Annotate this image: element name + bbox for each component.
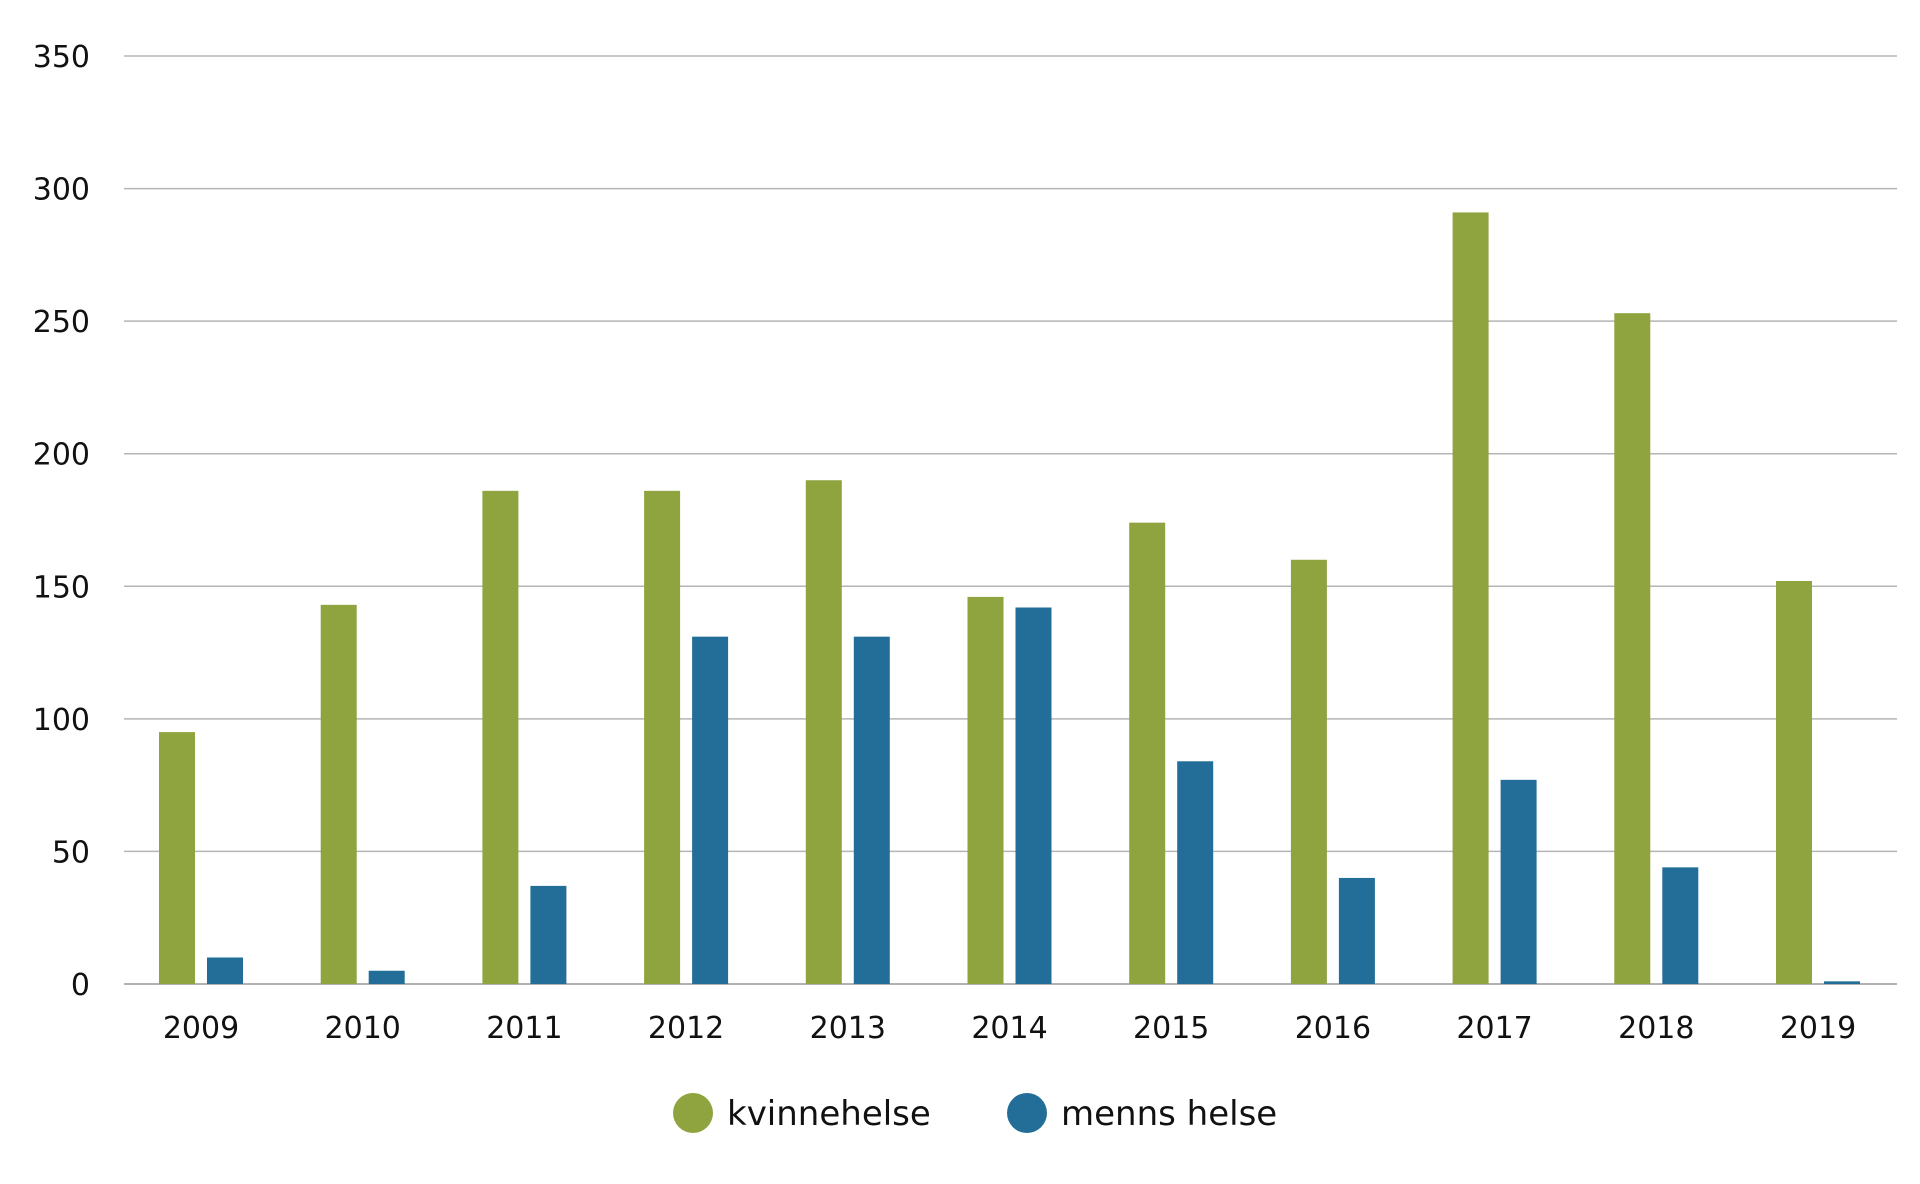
x-tick-label: 2017: [1456, 1011, 1532, 1046]
y-tick-label: 0: [71, 968, 90, 1003]
x-tick-label: 2019: [1780, 1011, 1856, 1046]
bar-kvinnehelse-2016: [1290, 559, 1327, 984]
bar-kvinnehelse-2014: [967, 596, 1004, 984]
bar-kvinnehelse-2018: [1614, 313, 1651, 984]
bar-kvinnehelse-2019: [1776, 580, 1812, 984]
bar-menns-helse-2019: [1824, 981, 1860, 984]
x-tick-label: 2010: [325, 1011, 401, 1046]
bar-menns-helse-2016: [1338, 877, 1375, 984]
x-tick-label: 2011: [486, 1011, 562, 1046]
y-tick-label: 250: [33, 305, 90, 340]
bar-menns-helse-2017: [1500, 779, 1537, 984]
legend: kvinnehelse menns helse: [673, 1093, 1277, 1134]
y-tick-label: 300: [33, 173, 90, 208]
bar-menns-helse-2013: [853, 636, 890, 984]
bar-kvinnehelse-2009: [159, 732, 195, 984]
bar-kvinnehelse-2012: [644, 490, 681, 984]
bar-menns-helse-2018: [1662, 867, 1699, 984]
y-tick-label: 350: [33, 40, 90, 75]
bar-kvinnehelse-2010: [320, 604, 357, 984]
bar-menns-helse-2012: [692, 636, 729, 984]
bar-menns-helse-2009: [207, 957, 243, 984]
y-tick-label: 150: [33, 570, 90, 605]
bar-menns-helse-2014: [1015, 607, 1052, 984]
bar-kvinnehelse-2017: [1452, 212, 1489, 985]
gridlines: [124, 55, 1897, 985]
legend-marker-menns-helse: [1007, 1093, 1047, 1133]
bar-menns-helse-2015: [1177, 761, 1214, 984]
y-tick-label: 200: [33, 438, 90, 473]
x-tick-label: 2009: [163, 1011, 239, 1046]
y-tick-label: 50: [52, 835, 90, 870]
x-tick-label: 2018: [1618, 1011, 1694, 1046]
legend-marker-kvinnehelse: [673, 1093, 713, 1133]
bar-kvinnehelse-2015: [1129, 522, 1166, 984]
legend-label: kvinnehelse: [727, 1094, 931, 1134]
bar-kvinnehelse-2011: [482, 490, 519, 984]
legend-label: menns helse: [1061, 1094, 1277, 1134]
x-axis-ticks: 2009 2010 2011 2012 2013 2014 2015 2016 2017 2018…: [163, 1011, 1856, 1046]
bar-menns-helse-2010: [368, 970, 405, 984]
x-tick-label: 2013: [810, 1011, 886, 1046]
x-tick-label: 2012: [648, 1011, 724, 1046]
x-tick-label: 2014: [971, 1011, 1047, 1046]
x-tick-label: 2016: [1295, 1011, 1371, 1046]
bar-menns-helse-2011: [530, 885, 567, 984]
x-tick-label: 2015: [1133, 1011, 1209, 1046]
y-axis-ticks: 0 50 100 150 200 250 300 350: [33, 40, 90, 1003]
bar-kvinnehelse-2013: [805, 480, 842, 984]
bars: [159, 212, 1860, 985]
y-tick-label: 100: [33, 703, 90, 738]
